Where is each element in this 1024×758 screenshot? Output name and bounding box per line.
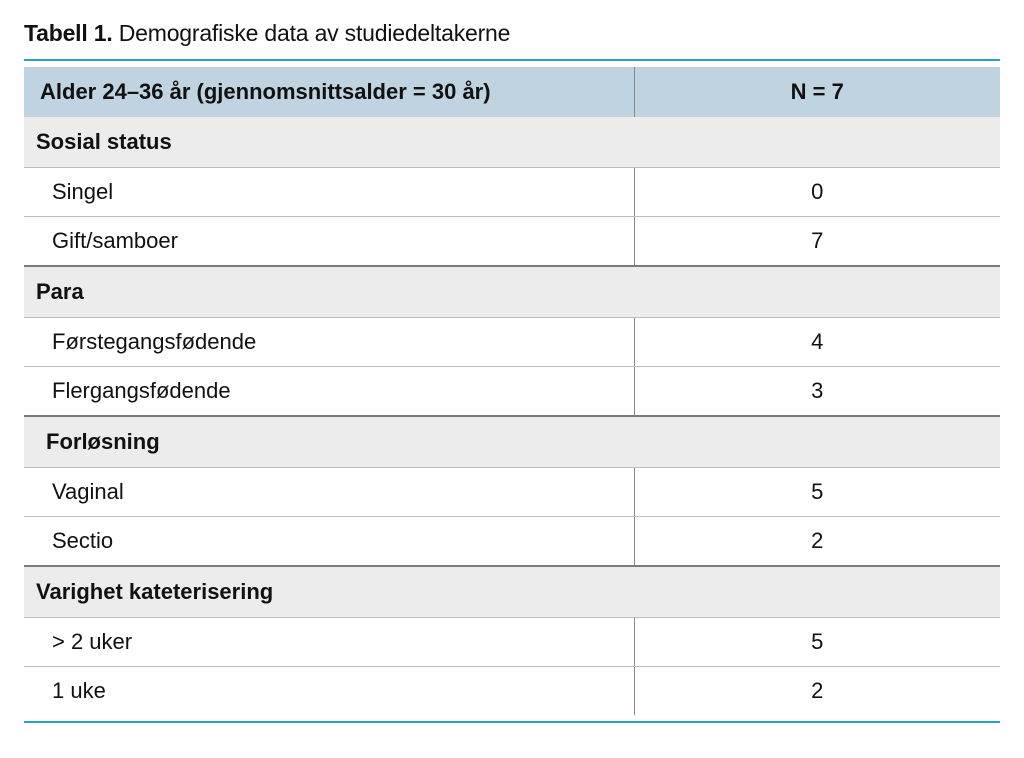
table-row: Sectio2 xyxy=(24,517,1000,567)
section-title-cell: Varighet kateterisering xyxy=(24,566,1000,618)
row-label-cell: Gift/samboer xyxy=(24,217,634,267)
row-label-cell: > 2 uker xyxy=(24,618,634,667)
section-title-cell: Forløsning xyxy=(24,416,1000,468)
table-bottom-rule xyxy=(24,721,1000,723)
row-label-cell: Førstegangsfødende xyxy=(24,318,634,367)
row-value-cell: 5 xyxy=(634,618,1000,667)
table-header-row: Alder 24–36 år (gjennomsnittsalder = 30 … xyxy=(24,67,1000,117)
row-value-cell: 4 xyxy=(634,318,1000,367)
row-value-cell: 2 xyxy=(634,517,1000,567)
header-label-cell: Alder 24–36 år (gjennomsnittsalder = 30 … xyxy=(24,67,634,117)
row-label-cell: Flergangsfødende xyxy=(24,367,634,417)
section-row: Sosial status xyxy=(24,117,1000,168)
table-row: Gift/samboer7 xyxy=(24,217,1000,267)
row-label-cell: Sectio xyxy=(24,517,634,567)
demographics-table: Alder 24–36 år (gjennomsnittsalder = 30 … xyxy=(24,67,1000,715)
table-row: 1 uke2 xyxy=(24,667,1000,716)
section-title-cell: Sosial status xyxy=(24,117,1000,168)
table-top-rule xyxy=(24,59,1000,61)
table-row: > 2 uker5 xyxy=(24,618,1000,667)
table-row: Vaginal5 xyxy=(24,468,1000,517)
row-value-cell: 7 xyxy=(634,217,1000,267)
caption-text: Demografiske data av studiedeltakerne xyxy=(119,20,511,46)
section-row: Varighet kateterisering xyxy=(24,566,1000,618)
row-value-cell: 0 xyxy=(634,168,1000,217)
table-row: Førstegangsfødende4 xyxy=(24,318,1000,367)
row-label-cell: Singel xyxy=(24,168,634,217)
header-value-cell: N = 7 xyxy=(634,67,1000,117)
row-label-cell: 1 uke xyxy=(24,667,634,716)
row-value-cell: 5 xyxy=(634,468,1000,517)
section-row: Para xyxy=(24,266,1000,318)
caption-label: Tabell 1. xyxy=(24,20,113,46)
row-value-cell: 2 xyxy=(634,667,1000,716)
section-title-cell: Para xyxy=(24,266,1000,318)
row-value-cell: 3 xyxy=(634,367,1000,417)
section-row: Forløsning xyxy=(24,416,1000,468)
table-row: Singel0 xyxy=(24,168,1000,217)
row-label-cell: Vaginal xyxy=(24,468,634,517)
table-container: Alder 24–36 år (gjennomsnittsalder = 30 … xyxy=(24,59,1000,723)
table-row: Flergangsfødende3 xyxy=(24,367,1000,417)
table-caption: Tabell 1. Demografiske data av studiedel… xyxy=(24,18,1000,49)
